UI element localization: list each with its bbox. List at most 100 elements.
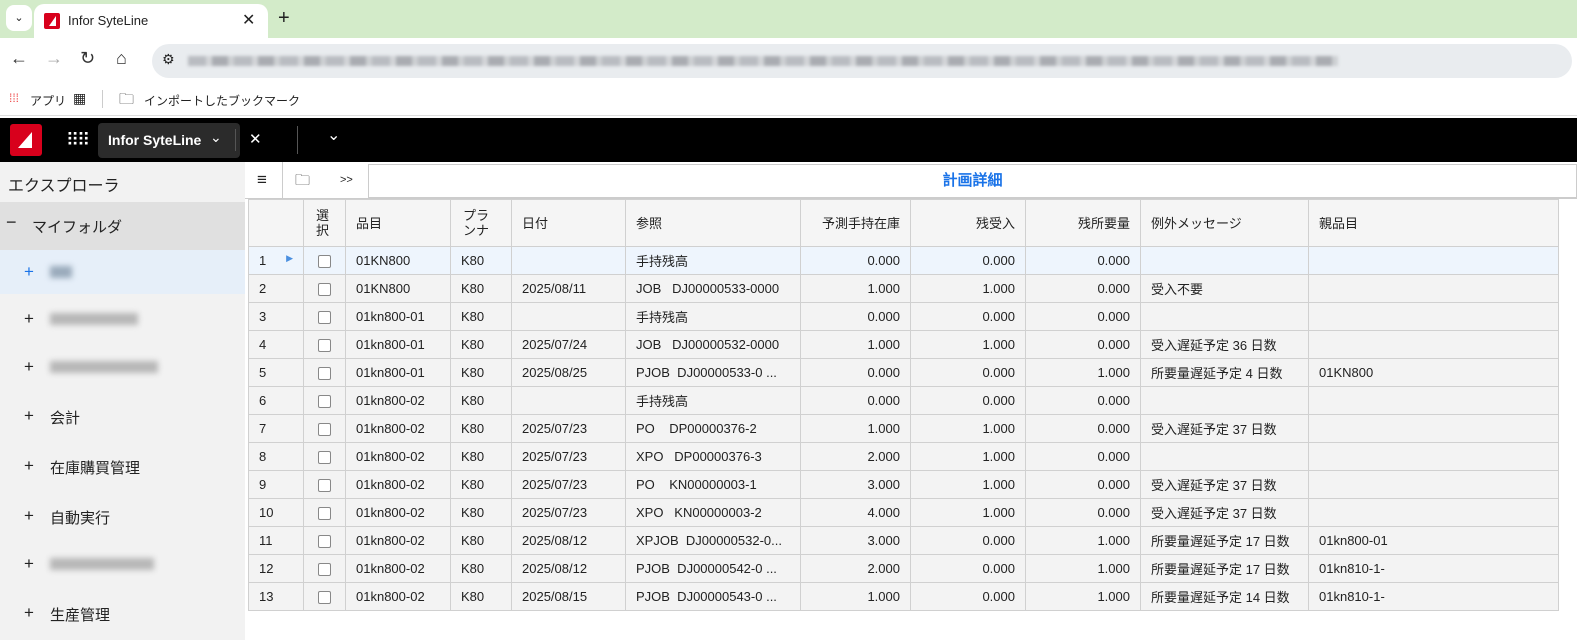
column-header[interactable]: 品目 [345, 199, 451, 247]
expand-plus-icon[interactable]: + [24, 603, 34, 622]
grid-cell [1140, 302, 1309, 331]
table-row[interactable]: 1 ▶ 01KN800 K80 手持残高 0.000 0.000 0.000 [248, 246, 1559, 275]
expand-plus-icon[interactable]: + [24, 357, 34, 376]
forward-arrow-icon[interactable]: → [45, 48, 63, 68]
tab-search-chevron-icon[interactable]: ⌄ [6, 5, 32, 31]
chevron-down-icon[interactable]: ⌄ [210, 129, 222, 145]
select-checkbox[interactable] [318, 367, 331, 381]
grid-cell: 2025/08/12 [511, 526, 626, 555]
sidebar-item[interactable]: + [0, 297, 245, 341]
column-header[interactable]: プランナ [450, 199, 512, 247]
browser-tab[interactable]: Infor SyteLine ✕ [34, 4, 268, 38]
table-row[interactable]: 8 01kn800-02 K80 2025/07/23 XPO DP00000376-3… [248, 442, 1559, 471]
expand-plus-icon[interactable]: + [24, 262, 34, 281]
expand-plus-icon[interactable]: + [24, 554, 34, 573]
my-folder-node[interactable]: − マイフォルダ [0, 202, 245, 250]
select-checkbox[interactable] [318, 395, 331, 409]
select-checkbox[interactable] [318, 563, 331, 577]
select-checkbox[interactable] [318, 591, 331, 605]
row-number[interactable]: 1 ▶ [248, 246, 304, 275]
column-header[interactable]: 参照 [625, 199, 801, 247]
table-row[interactable]: 5 01kn800-01 K80 2025/08/25 PJOB DJ00000533-… [248, 358, 1559, 387]
expand-button[interactable]: >> [340, 174, 353, 186]
chevron-down-icon[interactable]: ⌄ [327, 127, 341, 144]
column-header[interactable]: 予測手持在庫 [800, 199, 911, 247]
select-checkbox[interactable] [318, 479, 331, 493]
row-number[interactable]: 3 [248, 302, 304, 331]
tab-groups-icon[interactable]: ▦ [73, 90, 87, 106]
column-header[interactable]: 例外メッセージ [1140, 199, 1309, 247]
sidebar-item[interactable]: + [0, 250, 245, 294]
table-row[interactable]: 4 01kn800-01 K80 2025/07/24 JOB DJ00000532-0… [248, 330, 1559, 359]
table-row[interactable]: 6 01kn800-02 K80 手持残高 0.000 0.000 0.000 [248, 386, 1559, 415]
grid-cell: 手持残高 [625, 302, 801, 331]
sidebar-item-production[interactable]: + 生産管理 [0, 591, 245, 635]
table-row[interactable]: 13 01kn800-02 K80 2025/08/15 PJOB DJ00000543… [248, 582, 1559, 611]
table-row[interactable]: 12 01kn800-02 K80 2025/08/12 PJOB DJ00000542… [248, 554, 1559, 583]
hamburger-menu-icon[interactable]: ≡ [257, 170, 267, 189]
folder-export-icon[interactable]: 🗀 [295, 172, 311, 189]
grid-cell: 2025/08/12 [511, 554, 626, 583]
column-header[interactable]: 残所要量 [1025, 199, 1141, 247]
select-cell [303, 358, 346, 387]
table-row[interactable]: 10 01kn800-02 K80 2025/07/23 XPO KN00000003-… [248, 498, 1559, 527]
close-tab-icon[interactable]: ✕ [242, 12, 256, 29]
select-checkbox[interactable] [318, 283, 331, 297]
row-number[interactable]: 8 [248, 442, 304, 471]
infor-logo[interactable] [10, 124, 42, 156]
sidebar-item-auto-run[interactable]: + 自動実行 [0, 494, 245, 538]
sidebar-item[interactable]: + [0, 345, 245, 389]
select-checkbox[interactable] [318, 535, 331, 549]
site-settings-icon[interactable]: ⚙ [162, 51, 175, 67]
collapse-minus-icon[interactable]: − [6, 212, 17, 232]
table-row[interactable]: 11 01kn800-02 K80 2025/08/12 XPJOB DJ0000053… [248, 526, 1559, 555]
bookmark-apps[interactable]: アプリ [30, 94, 67, 108]
select-checkbox[interactable] [318, 339, 331, 353]
back-arrow-icon[interactable]: ← [10, 48, 28, 68]
select-checkbox[interactable] [318, 507, 331, 521]
row-number[interactable]: 13 [248, 582, 304, 611]
grid-cell: 0.000 [1025, 414, 1141, 443]
close-app-tab-icon[interactable]: ✕ [249, 131, 262, 148]
row-number[interactable]: 7 [248, 414, 304, 443]
select-checkbox[interactable] [318, 451, 331, 465]
grid-cell: K80 [450, 526, 512, 555]
row-number[interactable]: 6 [248, 386, 304, 415]
app-menu-grid-icon[interactable]: ⠿⠿ [66, 130, 90, 150]
row-number[interactable]: 5 [248, 358, 304, 387]
row-number[interactable]: 2 [248, 274, 304, 303]
column-header[interactable] [248, 199, 304, 247]
apps-grid-icon[interactable]: ⁞⁞⁞ [9, 91, 20, 105]
expand-plus-icon[interactable]: + [24, 456, 34, 475]
expand-plus-icon[interactable]: + [24, 309, 34, 328]
home-icon[interactable]: ⌂ [116, 48, 127, 68]
bookmark-folder-imported[interactable]: インポートしたブックマーク [144, 94, 301, 108]
table-row[interactable]: 7 01kn800-02 K80 2025/07/23 PO DP00000376-2 1… [248, 414, 1559, 443]
row-number[interactable]: 10 [248, 498, 304, 527]
row-number[interactable]: 9 [248, 470, 304, 499]
column-header[interactable]: 日付 [511, 199, 626, 247]
grid-cell: 2025/07/23 [511, 470, 626, 499]
table-row[interactable]: 3 01kn800-01 K80 手持残高 0.000 0.000 0.000 [248, 302, 1559, 331]
column-header[interactable]: 親品目 [1308, 199, 1559, 247]
sidebar-item-inventory[interactable]: + 在庫購買管理 [0, 444, 245, 488]
expand-plus-icon[interactable]: + [24, 506, 34, 525]
grid-cell: K80 [450, 442, 512, 471]
table-row[interactable]: 9 01kn800-02 K80 2025/07/23 PO KN00000003-1 3… [248, 470, 1559, 499]
sidebar-item-accounting[interactable]: + 会計 [0, 394, 245, 438]
row-number[interactable]: 11 [248, 526, 304, 555]
address-bar[interactable]: ⚙ [152, 44, 1572, 78]
reload-icon[interactable]: ↻ [80, 48, 96, 68]
select-checkbox[interactable] [318, 311, 331, 325]
row-number[interactable]: 12 [248, 554, 304, 583]
column-header[interactable]: 残受入 [910, 199, 1026, 247]
app-tab[interactable]: Infor SyteLine ⌄ [98, 123, 240, 158]
column-header[interactable]: 選択 [303, 199, 346, 247]
new-tab-plus-icon[interactable]: + [278, 7, 290, 29]
row-number[interactable]: 4 [248, 330, 304, 359]
select-checkbox[interactable] [318, 255, 331, 269]
select-checkbox[interactable] [318, 423, 331, 437]
expand-plus-icon[interactable]: + [24, 406, 34, 425]
sidebar-item[interactable]: + [0, 542, 245, 586]
table-row[interactable]: 2 01KN800 K80 2025/08/11 JOB DJ00000533-0000… [248, 274, 1559, 303]
